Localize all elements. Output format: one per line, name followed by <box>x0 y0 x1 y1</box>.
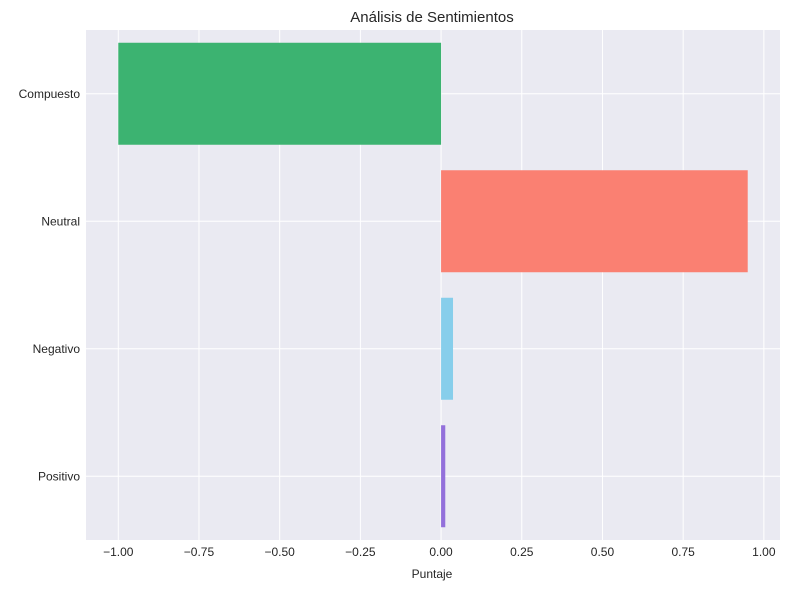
chart-title: Análisis de Sentimientos <box>350 9 513 26</box>
y-tick-labels: Positivo Negativo Neutral Compuesto <box>19 87 81 484</box>
y-tick-label: Neutral <box>41 214 80 228</box>
x-tick-label: 0.50 <box>591 545 615 559</box>
bar-compuesto <box>118 42 442 145</box>
x-tick-label: −1.00 <box>103 545 134 559</box>
bar-negativo <box>441 297 454 400</box>
bars <box>118 42 748 528</box>
bar-positivo <box>441 425 446 528</box>
x-tick-label: 0.25 <box>510 545 534 559</box>
x-tick-label: −0.50 <box>264 545 295 559</box>
x-tick-label: 0.00 <box>429 545 453 559</box>
x-axis-label: Puntaje <box>412 567 453 581</box>
x-tick-labels: −1.00 −0.75 −0.50 −0.25 0.00 0.25 0.50 0.75 1.00 <box>103 545 776 559</box>
y-tick-label: Compuesto <box>19 87 81 101</box>
bar-neutral <box>441 170 748 273</box>
x-tick-label: −0.75 <box>184 545 215 559</box>
x-tick-label: 0.75 <box>671 545 695 559</box>
x-tick-label: −0.25 <box>345 545 376 559</box>
x-tick-label: 1.00 <box>752 545 776 559</box>
y-tick-label: Negativo <box>33 342 81 356</box>
y-tick-label: Positivo <box>38 469 80 483</box>
